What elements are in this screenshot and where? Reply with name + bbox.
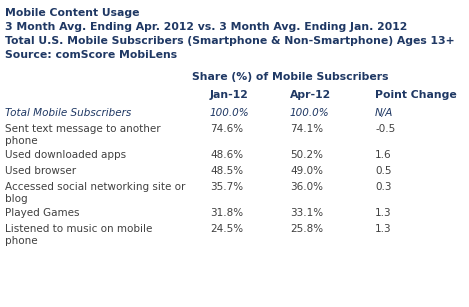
Text: 100.0%: 100.0% (210, 108, 250, 118)
Text: 31.8%: 31.8% (210, 208, 243, 218)
Text: Point Change: Point Change (375, 90, 457, 100)
Text: Share (%) of Mobile Subscribers: Share (%) of Mobile Subscribers (192, 72, 388, 82)
Text: Apr-12: Apr-12 (290, 90, 331, 100)
Text: 25.8%: 25.8% (290, 224, 323, 234)
Text: 74.1%: 74.1% (290, 124, 323, 134)
Text: Sent text message to another
phone: Sent text message to another phone (5, 124, 160, 146)
Text: 49.0%: 49.0% (290, 166, 323, 176)
Text: -0.5: -0.5 (375, 124, 395, 134)
Text: 24.5%: 24.5% (210, 224, 243, 234)
Text: 1.6: 1.6 (375, 150, 392, 160)
Text: Source: comScore MobiLens: Source: comScore MobiLens (5, 50, 177, 60)
Text: Mobile Content Usage: Mobile Content Usage (5, 8, 139, 18)
Text: Jan-12: Jan-12 (210, 90, 249, 100)
Text: Used downloaded apps: Used downloaded apps (5, 150, 126, 160)
Text: 35.7%: 35.7% (210, 182, 243, 192)
Text: Used browser: Used browser (5, 166, 76, 176)
Text: 36.0%: 36.0% (290, 182, 323, 192)
Text: Total Mobile Subscribers: Total Mobile Subscribers (5, 108, 131, 118)
Text: 0.3: 0.3 (375, 182, 392, 192)
Text: 48.5%: 48.5% (210, 166, 243, 176)
Text: 1.3: 1.3 (375, 208, 392, 218)
Text: 0.5: 0.5 (375, 166, 392, 176)
Text: 100.0%: 100.0% (290, 108, 330, 118)
Text: Total U.S. Mobile Subscribers (Smartphone & Non-Smartphone) Ages 13+: Total U.S. Mobile Subscribers (Smartphon… (5, 36, 454, 46)
Text: 3 Month Avg. Ending Apr. 2012 vs. 3 Month Avg. Ending Jan. 2012: 3 Month Avg. Ending Apr. 2012 vs. 3 Mont… (5, 22, 408, 32)
Text: Played Games: Played Games (5, 208, 80, 218)
Text: 48.6%: 48.6% (210, 150, 243, 160)
Text: Accessed social networking site or
blog: Accessed social networking site or blog (5, 182, 185, 204)
Text: 1.3: 1.3 (375, 224, 392, 234)
Text: 74.6%: 74.6% (210, 124, 243, 134)
Text: N/A: N/A (375, 108, 393, 118)
Text: 33.1%: 33.1% (290, 208, 323, 218)
Text: 50.2%: 50.2% (290, 150, 323, 160)
Text: Listened to music on mobile
phone: Listened to music on mobile phone (5, 224, 152, 246)
